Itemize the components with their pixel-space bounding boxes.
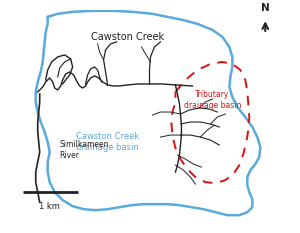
Text: Tributary
drainage basin: Tributary drainage basin (184, 90, 241, 110)
Text: Similkameen
River: Similkameen River (60, 140, 109, 161)
Text: Cawston Creek
drainage basin: Cawston Creek drainage basin (76, 132, 139, 152)
Text: Cawston Creek: Cawston Creek (91, 32, 164, 42)
Text: 1 km: 1 km (39, 202, 60, 211)
Text: N: N (261, 3, 270, 14)
